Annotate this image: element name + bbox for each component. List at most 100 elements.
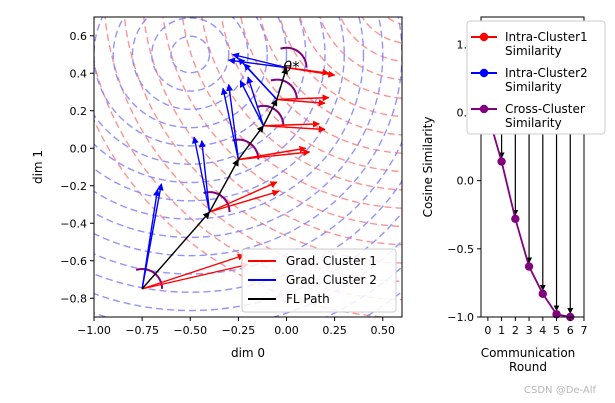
cluster1-arrow — [276, 94, 330, 102]
x-tick-label: 0.50 — [371, 324, 396, 337]
cluster2-arrow — [141, 188, 161, 289]
left-legend: Grad. Cluster 1 Grad. Cluster 2 FL Path — [241, 248, 397, 313]
legend-marker — [479, 68, 489, 78]
series-point — [552, 310, 561, 319]
cluster2-arrow — [243, 63, 278, 100]
gradient-landscape-chart: −1.00 −0.75 −0.50 −0.25 0.00 0.25 0.50 −0.8 −0.… — [31, 0, 431, 360]
contour-ring-2 — [94, 17, 307, 165]
left-x-ticks: −1.00 −0.75 −0.50 −0.25 0.00 0.25 0.50 — [77, 317, 395, 337]
right-plot-frame — [480, 16, 585, 318]
legend-label: Similarity — [505, 44, 562, 58]
fl-path-segment — [141, 211, 211, 290]
contour-ring-2 — [112, 17, 268, 129]
x-tick-label: 3 — [526, 324, 533, 337]
cluster1-arrow — [276, 98, 326, 107]
cluster1-arrow — [263, 125, 326, 133]
legend-label: Similarity — [505, 116, 562, 130]
x-tick-label: −0.75 — [125, 324, 159, 337]
x-tick-label: −0.50 — [173, 324, 207, 337]
x-tick-label: 4 — [539, 324, 546, 337]
left-y-axis-label: dim 1 — [31, 150, 45, 184]
contour-ring-2 — [170, 35, 211, 74]
y-tick-label: 0.4 — [70, 67, 88, 80]
contour-ring-2 — [94, 17, 288, 147]
cluster1-arrow — [238, 149, 311, 161]
cluster1-arrow — [141, 253, 245, 290]
cluster2-arrow — [239, 80, 265, 127]
cluster1-arrow — [286, 66, 330, 76]
x-tick-label: 0.25 — [322, 324, 347, 337]
y-tick-label: −1.0 — [447, 311, 474, 324]
legend-label: Cross-Cluster — [505, 102, 585, 116]
contour-lines — [94, 0, 431, 317]
fl-path-segment — [208, 158, 239, 213]
contour-ring-1 — [392, 0, 431, 7]
legend-label: Grad. Cluster 2 — [286, 273, 377, 287]
angle-arc — [270, 78, 298, 100]
cluster2-arrow — [246, 76, 265, 126]
cluster2-arrow — [226, 83, 240, 160]
cluster2-arrow — [228, 57, 287, 69]
x-tick-label: 7 — [581, 324, 588, 337]
cluster2-arrow — [231, 52, 287, 69]
series-point — [524, 262, 534, 271]
angle-arc — [257, 104, 285, 126]
series-point — [538, 289, 547, 299]
cluster2-arrow — [191, 136, 211, 213]
theta-annotation: θ* — [283, 58, 300, 76]
x-tick-label: −0.25 — [222, 324, 256, 337]
right-y-axis-label: Cosine Similarity — [421, 117, 435, 218]
x-tick-label: −1.00 — [77, 324, 111, 337]
contour-ring-2 — [94, 17, 365, 220]
legend-label: FL Path — [286, 292, 330, 306]
y-tick-label: −0.4 — [60, 217, 87, 230]
x-tick-label: 6 — [567, 324, 574, 337]
right-legend: Intra-Cluster1SimilarityIntra-Cluster2Si… — [466, 20, 606, 135]
legend-label: Intra-Cluster1 — [505, 30, 588, 44]
y-tick-label: 0.0 — [70, 142, 88, 155]
cluster2-arrows — [141, 52, 287, 290]
cluster2-arrow — [198, 140, 211, 213]
y-tick-label: 0.2 — [70, 105, 88, 118]
cluster1-arrows — [141, 66, 336, 290]
fl-path — [141, 66, 289, 290]
y-tick-label: −0.2 — [60, 180, 87, 193]
y-tick-label: −0.6 — [60, 255, 87, 268]
y-tick-label: −0.5 — [447, 243, 474, 256]
y-tick-label: 0.6 — [70, 30, 88, 43]
right-x-axis-label-line2: Round — [509, 360, 547, 374]
cluster2-arrow — [220, 87, 240, 160]
contour-ring-2 — [131, 17, 249, 111]
contour-ring-2 — [94, 211, 402, 312]
series-point — [497, 157, 506, 166]
contour-ring-2 — [94, 179, 402, 293]
legend-marker — [479, 104, 489, 114]
contour-ring-2 — [151, 17, 230, 92]
contour-ring-2 — [94, 17, 345, 202]
x-tick-label: 2 — [512, 324, 519, 337]
x-tick-label: 0.00 — [274, 324, 299, 337]
fl-path-segment — [276, 66, 289, 100]
cluster1-arrow — [209, 189, 280, 213]
y-tick-label: −0.8 — [60, 292, 87, 305]
right-x-axis-label-line1: Communication — [481, 346, 576, 360]
contour-ring-2 — [94, 17, 402, 257]
legend-label: Intra-Cluster2 — [505, 66, 588, 80]
cluster1-arrow — [263, 120, 320, 128]
contour-ring-1 — [339, 17, 402, 63]
fl-path-segment — [237, 125, 264, 160]
legend-label: Grad. Cluster 1 — [286, 254, 377, 268]
cluster1-arrow — [141, 262, 249, 290]
legend-label: Similarity — [505, 80, 562, 94]
cluster1-arrow — [209, 181, 278, 213]
right-legend-box — [466, 20, 606, 135]
x-tick-label: 1 — [498, 324, 505, 337]
series-point — [511, 214, 520, 224]
x-tick-label: 0 — [484, 324, 491, 337]
contour-ring-2 — [94, 140, 402, 275]
y-tick-label: 0.0 — [457, 175, 475, 188]
x-tick-label: 5 — [553, 324, 560, 337]
